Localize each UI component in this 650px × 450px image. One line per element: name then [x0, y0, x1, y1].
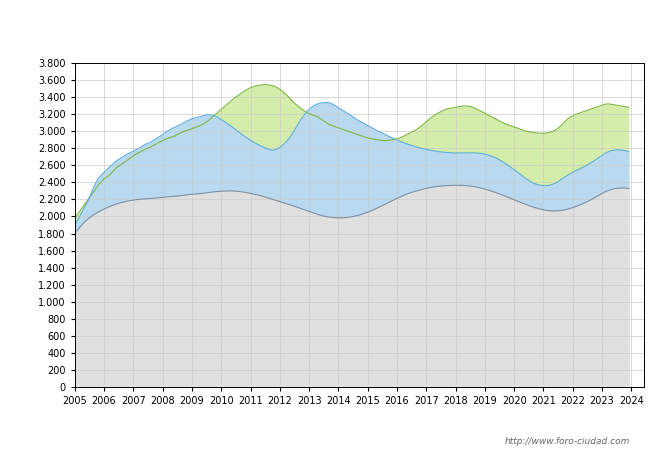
Text: http://www.foro-ciudad.com: http://www.foro-ciudad.com — [505, 436, 630, 446]
Text: Cerceda - Evolucion de la poblacion en edad de Trabajar Septiembre de 2024: Cerceda - Evolucion de la poblacion en e… — [77, 21, 573, 33]
